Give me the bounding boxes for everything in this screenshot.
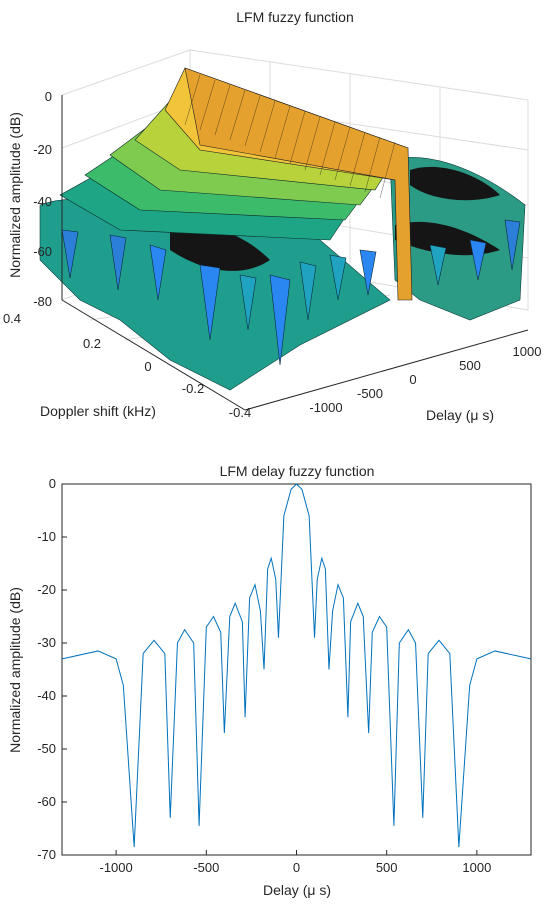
surface-axes [61,95,529,411]
surface-x-label: Delay (μ s) [426,407,494,423]
plot-box [61,483,532,856]
x-tick-label: -500 [193,860,219,875]
z-tick: 0 [45,89,52,104]
y-tick-label: -60 [37,794,56,809]
y-tick-label: -10 [37,529,56,544]
x-tick-label: 1000 [462,860,491,875]
x-tick-label: 500 [376,860,398,875]
x-tick: 500 [459,358,481,373]
x-tick: 1000 [513,344,542,359]
x-tick: -1000 [309,400,342,415]
x-tick: 0 [409,372,416,387]
line-x-ticks: -1000 -500 0 500 1000 [99,850,491,875]
y-tick: -0.2 [182,381,204,396]
line-y-ticks: 0 -10 -20 -30 -40 -50 -60 -70 [37,476,67,862]
y-tick: -0.4 [229,405,251,420]
surface-x-ticks: -1000 -500 0 500 1000 [309,344,541,415]
surface-spikes [61,219,521,366]
z-tick: -60 [33,244,52,259]
line-title: LFM delay fuzzy function [220,463,375,479]
y-tick-label: -20 [37,582,56,597]
x-tick-label: -1000 [99,860,132,875]
surface-z-ticks: 0 -20 -40 -60 -80 [33,89,52,309]
y-tick: 0 [144,359,151,374]
line-y-label: Normalized amplitude (dB) [7,587,23,753]
y-tick-label: 0 [49,476,56,491]
y-tick-label: -70 [37,847,56,862]
series-line [61,483,532,848]
surface-mesh [39,67,526,391]
y-tick: 0.4 [3,311,21,326]
y-tick: 0.2 [83,336,101,351]
y-tick-label: -30 [37,635,56,650]
surface-z-label: Normalized amplitude (dB) [7,112,23,278]
z-tick: -80 [33,294,52,309]
surface-chart: LFM fuzzy function [3,9,542,423]
surface-y-label: Doppler shift (kHz) [40,403,156,419]
z-tick: -40 [33,194,52,209]
line-x-label: Delay (μ s) [263,882,331,898]
y-tick-label: -50 [37,741,56,756]
y-tick-label: -40 [37,688,56,703]
surface-title: LFM fuzzy function [236,9,354,25]
line-chart: LFM delay fuzzy function 0 -10 -20 -30 -40 -5… [7,463,532,898]
x-tick: -500 [357,386,383,401]
surface-y-ticks: 0.4 0.2 0 -0.2 -0.4 [3,311,251,420]
x-tick-label: 0 [293,860,300,875]
z-tick: -20 [33,142,52,157]
